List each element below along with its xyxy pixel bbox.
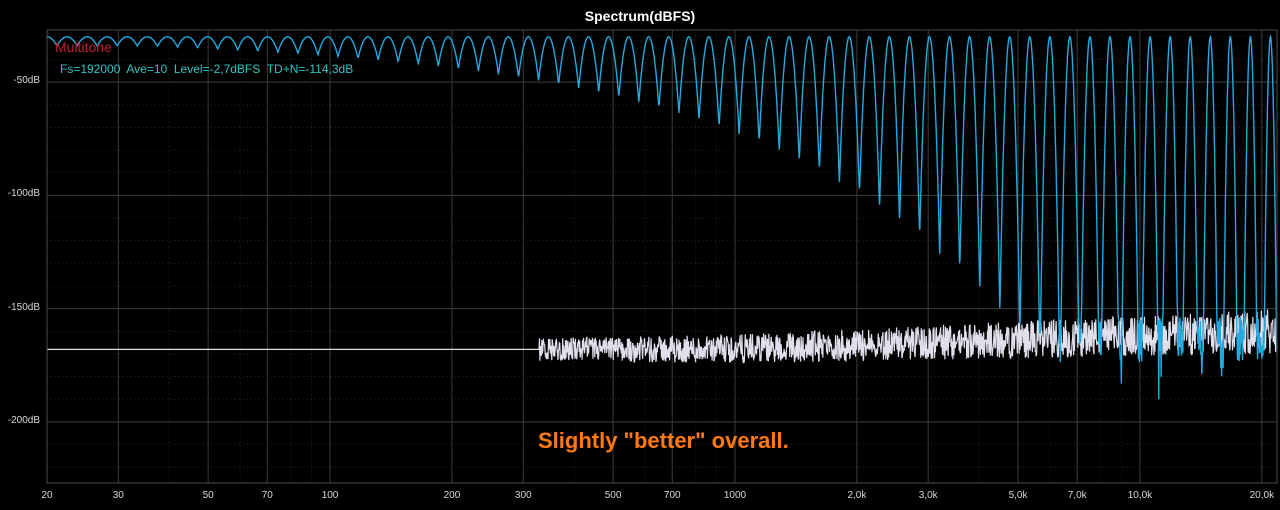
- y-tick-label: -200dB: [7, 414, 40, 426]
- chart-title: Spectrum(dBFS): [584, 8, 696, 24]
- y-tick-label: -50dB: [13, 75, 40, 87]
- x-tick-label: 7,0k: [1067, 490, 1087, 501]
- legend-info: Fs=192000 Ave=10 Level=-2,7dBFS TD+N=-11…: [60, 62, 354, 76]
- y-tick-label: -100dB: [7, 188, 40, 200]
- x-tick-label: 10,0k: [1127, 490, 1153, 501]
- x-tick-label: 300: [514, 490, 532, 501]
- series-multitone-spectrum: [47, 34, 1278, 400]
- x-tick-label: 70: [261, 490, 273, 501]
- x-tick-label: 50: [202, 490, 214, 501]
- x-tick-label: 5,0k: [1008, 490, 1028, 501]
- x-tick-label: 20: [41, 490, 53, 501]
- x-tick-label: 200: [443, 490, 461, 501]
- x-tick-label: 30: [112, 490, 124, 501]
- x-tick-label: 2,0k: [847, 490, 867, 501]
- series-comparison-trace: [47, 309, 1278, 364]
- x-tick-label: 500: [604, 490, 622, 501]
- x-tick-label: 20,0k: [1249, 490, 1275, 501]
- x-tick-label: 3,0k: [918, 490, 938, 501]
- x-tick-label: 100: [321, 490, 339, 501]
- legend-series-name: Multitone: [55, 39, 112, 55]
- x-tick-label: 700: [663, 490, 681, 501]
- y-tick-label: -150dB: [7, 301, 40, 313]
- x-tick-label: 1000: [723, 490, 747, 501]
- annotation-note: Slightly "better" overall.: [538, 428, 789, 453]
